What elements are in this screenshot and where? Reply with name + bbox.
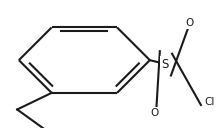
Text: O: O [150,108,159,118]
Text: Cl: Cl [205,97,215,107]
Text: O: O [186,18,194,28]
Text: S: S [162,57,169,71]
